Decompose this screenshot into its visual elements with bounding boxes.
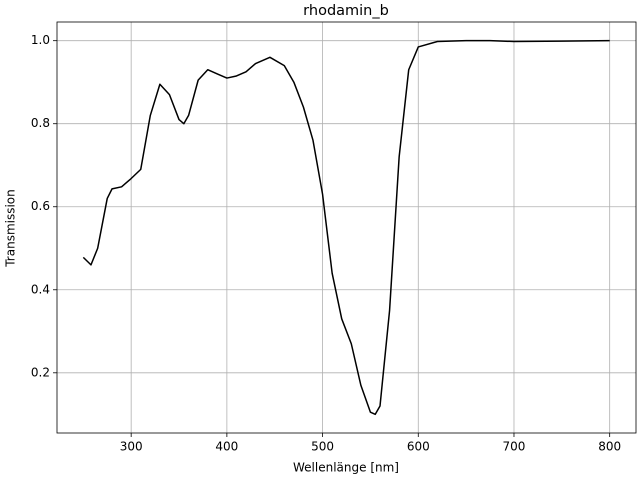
y-tick-label: 0.8 xyxy=(31,116,50,130)
y-tick-label: 0.2 xyxy=(31,365,50,379)
x-axis-label: Wellenlänge [nm] xyxy=(293,461,399,475)
y-tick-label: 1.0 xyxy=(31,33,50,47)
x-tick-label: 600 xyxy=(407,440,430,454)
y-tick-label: 0.6 xyxy=(31,199,50,213)
chart-title: rhodamin_b xyxy=(303,3,389,19)
x-tick-label: 500 xyxy=(311,440,334,454)
plot-frame xyxy=(56,21,637,434)
data-line xyxy=(82,39,610,416)
x-tick-label: 400 xyxy=(215,440,238,454)
x-tick-label: 300 xyxy=(120,440,143,454)
y-tick-label: 0.4 xyxy=(31,282,50,296)
x-tick-label: 800 xyxy=(598,440,621,454)
x-tick-label: 700 xyxy=(503,440,526,454)
y-axis-label: Transmission xyxy=(4,189,18,268)
